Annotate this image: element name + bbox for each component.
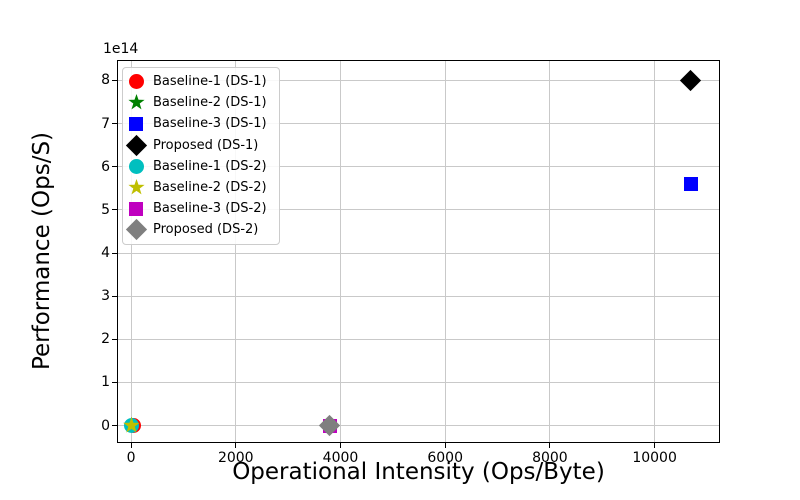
y-tick-mark-1: [112, 381, 117, 383]
y-tick-label-5: 5: [101, 201, 110, 218]
x-tick-label-6000: 6000: [427, 450, 463, 466]
legend-item: Baseline-2 (DS-2): [123, 177, 279, 198]
legend-item-label: Baseline-1 (DS-2): [153, 158, 267, 174]
legend-item: Baseline-3 (DS-2): [123, 198, 279, 219]
gridline-x-4000: [339, 61, 341, 442]
square-icon: [129, 116, 143, 131]
x-tick-mark-10000: [654, 443, 656, 448]
y-tick-label-8: 8: [101, 72, 110, 89]
legend-marker-circle-icon: [123, 74, 149, 90]
gridline-y-3: [118, 295, 719, 297]
y-tick-mark-8: [112, 79, 117, 81]
legend-item: Baseline-3 (DS-1): [123, 113, 279, 134]
legend-marker-square-icon: [123, 201, 149, 216]
x-tick-label-8000: 8000: [532, 450, 568, 466]
y-tick-mark-0: [112, 425, 117, 427]
y-tick-label-1: 1: [101, 374, 110, 391]
legend-marker-star-icon: [123, 94, 149, 111]
gridline-x-8000: [549, 61, 551, 442]
legend-item: Baseline-2 (DS-1): [123, 92, 279, 113]
gridline-x-10000: [654, 61, 656, 442]
x-axis-label: Operational Intensity (Ops/Byte): [232, 459, 605, 485]
y-tick-mark-2: [112, 338, 117, 340]
legend: Baseline-1 (DS-1) Baseline-2 (DS-1) Baseli…: [122, 67, 280, 245]
x-tick-mark-4000: [339, 443, 341, 448]
legend-marker-diamond-icon: [123, 134, 149, 156]
star-icon: [127, 179, 145, 195]
legend-item-label: Baseline-2 (DS-2): [153, 180, 267, 196]
legend-item-label: Baseline-3 (DS-1): [153, 116, 267, 132]
y-tick-mark-4: [112, 252, 117, 254]
gridline-y-1: [118, 381, 719, 383]
legend-item: Proposed (DS-1): [123, 134, 279, 156]
y-tick-label-0: 0: [101, 417, 110, 434]
gridline-x-6000: [444, 61, 446, 442]
legend-item-label: Proposed (DS-2): [153, 222, 259, 238]
legend-marker-square-icon: [123, 116, 149, 131]
legend-item: Baseline-1 (DS-1): [123, 71, 279, 92]
x-tick-label-4000: 4000: [322, 450, 359, 466]
scatter-point-proposed-ds-1: [680, 69, 702, 92]
gridline-x-0: [130, 61, 132, 442]
gridline-x-2000: [235, 61, 237, 442]
scatter-point-baseline-2-ds-2: [122, 417, 140, 433]
legend-item-label: Baseline-3 (DS-2): [153, 201, 267, 217]
x-tick-mark-8000: [549, 443, 551, 448]
y-tick-mark-7: [112, 123, 117, 125]
gridline-y-7: [118, 123, 719, 125]
gridline-y-5: [118, 209, 719, 211]
x-tick-mark-2000: [235, 443, 237, 448]
y-tick-mark-3: [112, 295, 117, 297]
x-tick-label-0: 0: [126, 450, 136, 466]
scatter-point-baseline-3-ds-1: [683, 176, 698, 191]
square-icon: [129, 201, 143, 216]
x-tick-label-2000: 2000: [217, 450, 254, 466]
legend-item: Baseline-1 (DS-2): [123, 156, 279, 177]
gridline-y-4: [118, 252, 719, 254]
x-tick-mark-6000: [444, 443, 446, 448]
y-axis-label: Performance (Ops/S): [29, 131, 55, 371]
y-tick-label-4: 4: [101, 245, 110, 261]
circle-icon: [128, 74, 144, 90]
gridline-y-8: [118, 79, 719, 81]
legend-marker-circle-icon: [123, 158, 149, 174]
gridline-y-0: [118, 425, 719, 427]
y-tick-label-7: 7: [101, 115, 110, 132]
gridline-y-2: [118, 338, 719, 340]
diamond-icon: [125, 134, 147, 156]
legend-marker-star-icon: [123, 179, 149, 196]
x-tick-mark-0: [130, 443, 132, 448]
legend-item-label: Proposed (DS-1): [153, 137, 259, 153]
legend-item-label: Baseline-2 (DS-1): [153, 95, 267, 111]
y-axis-offset-label: 1e14: [103, 41, 139, 57]
diamond-icon: [125, 219, 147, 241]
legend-item: Proposed (DS-2): [123, 219, 279, 241]
gridline-y-6: [118, 166, 719, 168]
circle-icon: [128, 158, 144, 174]
y-tick-label-6: 6: [101, 158, 110, 175]
star-icon: [127, 94, 145, 110]
y-tick-mark-5: [112, 209, 117, 211]
y-tick-label-2: 2: [101, 331, 110, 348]
x-tick-label-10000: 10000: [632, 450, 677, 466]
y-tick-label-3: 3: [101, 288, 110, 305]
legend-marker-diamond-icon: [123, 219, 149, 241]
legend-item-label: Baseline-1 (DS-1): [153, 74, 267, 90]
y-tick-mark-6: [112, 166, 117, 168]
